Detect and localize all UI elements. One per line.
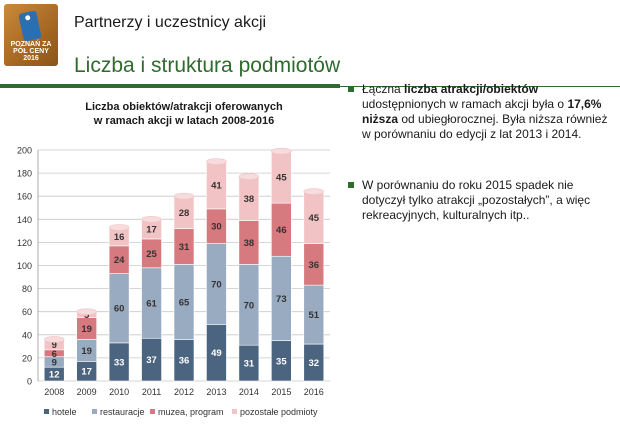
bar-top-cap	[173, 192, 195, 200]
chart-title-line-1: Liczba obiektów/atrakcji oferowanych	[85, 101, 283, 113]
bar-top-cap	[43, 336, 65, 343]
data-label: 17	[146, 225, 157, 236]
data-label: 24	[114, 255, 125, 266]
data-label: 36	[179, 356, 190, 367]
x-tick-label: 2013	[206, 387, 226, 397]
data-label: 51	[308, 310, 319, 321]
text-segment: udostępnionych w ramach akcji była o	[362, 97, 568, 111]
y-tick-label: 120	[17, 238, 32, 248]
data-label: 28	[179, 208, 190, 219]
data-label: 38	[244, 238, 255, 249]
y-tick-label: 40	[22, 330, 32, 340]
x-tick-label: 2011	[142, 387, 161, 397]
y-tick-label: 80	[22, 284, 32, 294]
data-label: 19	[81, 324, 92, 335]
y-tick-label: 0	[27, 377, 32, 387]
data-label: 19	[81, 346, 92, 357]
legend-swatch	[44, 409, 49, 414]
data-label: 41	[211, 181, 222, 192]
data-label: 9	[52, 340, 57, 351]
chart-title-line-2: w ramach akcji w latach 2008-2016	[93, 115, 274, 127]
data-label: 73	[276, 294, 287, 305]
legend-label: muzea, program	[158, 407, 224, 417]
bar-top-cap	[206, 158, 227, 165]
data-label: 61	[146, 299, 157, 310]
text-segment: od ubiegłorocznej. Była niższa również w…	[362, 112, 608, 141]
y-tick-label: 200	[17, 146, 32, 156]
bullet-1-text: Łączna liczba atrakcji/obiektów udostępn…	[362, 82, 607, 141]
bar-top-cap	[108, 224, 130, 231]
bar-top-cap	[303, 188, 325, 195]
legend-label: restauracje	[100, 407, 145, 417]
x-tick-label: 2014	[239, 387, 259, 397]
data-label: 49	[211, 348, 222, 359]
data-label: 45	[276, 173, 287, 184]
data-label: 70	[244, 300, 255, 311]
data-label: 31	[244, 359, 255, 370]
event-logo: POZNAŃ ZA PÓŁ CENY 2016	[4, 4, 58, 66]
title-rule-thin	[340, 86, 620, 87]
x-tick-label: 2010	[109, 387, 129, 397]
data-label: 37	[146, 355, 157, 366]
bar-top-cap	[76, 308, 97, 316]
legend-swatch	[232, 409, 237, 414]
bar-top-cap	[141, 216, 162, 223]
y-tick-label: 60	[22, 307, 32, 317]
section-title: Liczba i struktura podmiotów	[74, 54, 341, 77]
data-label: 45	[308, 213, 319, 224]
legend-swatch	[150, 409, 155, 414]
data-label: 17	[81, 367, 92, 378]
bullet-square-icon	[348, 86, 354, 92]
x-tick-label: 2015	[271, 387, 291, 397]
bar-top-cap	[271, 147, 292, 155]
data-label: 38	[244, 194, 255, 205]
bullet-square-icon	[348, 182, 354, 188]
data-label: 30	[211, 222, 222, 233]
data-label: 31	[179, 242, 190, 253]
data-label: 46	[276, 225, 287, 236]
x-tick-label: 2009	[77, 387, 97, 397]
data-label: 16	[114, 232, 125, 243]
data-label: 33	[114, 357, 125, 368]
y-tick-label: 180	[17, 169, 32, 179]
x-tick-label: 2016	[304, 387, 324, 397]
logo-text: POZNAŃ ZA PÓŁ CENY 2016	[10, 41, 52, 62]
data-label: 65	[179, 297, 190, 308]
data-label: 35	[276, 356, 287, 367]
data-label: 32	[308, 358, 319, 369]
legend-label: pozostałe podmioty	[240, 407, 318, 417]
text-segment: Łączna	[362, 82, 405, 96]
y-tick-label: 100	[17, 261, 32, 271]
text-segment-bold: 17,6% niższa	[362, 97, 602, 126]
title-rule-thick	[0, 84, 340, 88]
y-tick-label: 140	[17, 215, 32, 225]
legend-label: hotele	[52, 407, 77, 417]
data-label: 25	[146, 249, 157, 260]
data-label: 5	[84, 310, 90, 321]
data-label: 70	[211, 279, 222, 290]
bar-top-cap	[238, 173, 260, 180]
data-label: 60	[114, 304, 125, 315]
data-label: 36	[308, 260, 319, 271]
x-tick-label: 2012	[174, 387, 194, 397]
legend-swatch	[92, 409, 97, 414]
bullet-2-text: W porównaniu do roku 2015 spadek nie dot…	[362, 178, 591, 222]
header-title: Partnerzy i uczestnicy akcji	[74, 14, 267, 31]
data-label: 6	[52, 349, 57, 360]
x-tick-label: 2008	[44, 387, 64, 397]
text-segment-bold: liczba atrakcji/obiektów	[404, 82, 539, 96]
bullet-item-1: Łączna liczba atrakcji/obiektów udostępn…	[348, 82, 617, 142]
data-label: 9	[52, 357, 57, 368]
y-tick-label: 20	[22, 353, 32, 363]
y-tick-label: 160	[17, 192, 32, 202]
data-label: 12	[49, 370, 60, 381]
bullet-item-2: W porównaniu do roku 2015 spadek nie dot…	[348, 178, 617, 223]
